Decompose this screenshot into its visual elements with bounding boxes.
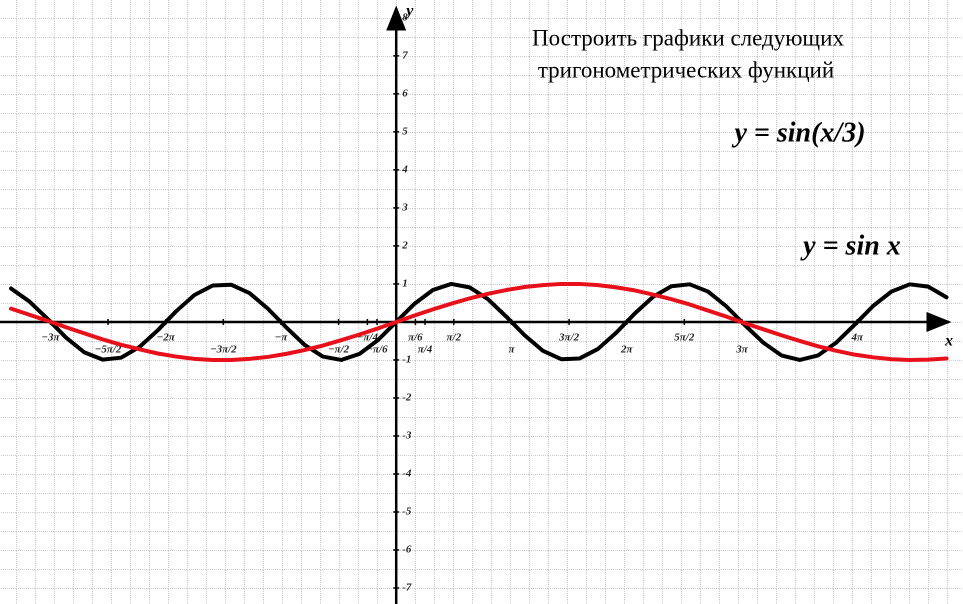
y-tick-label: 6 — [402, 87, 408, 99]
y-tick-label: 4 — [401, 163, 408, 175]
x-tick-label: −3π — [41, 331, 60, 343]
y-tick-label: -3 — [402, 430, 412, 442]
formula: y = sin(x/3) — [731, 117, 865, 148]
y-tick-label: 2 — [401, 239, 408, 251]
y-tick-label: -1 — [402, 353, 411, 365]
y-tick-label: -4 — [402, 468, 412, 480]
x-tick-label: 3π/2 — [558, 331, 580, 343]
x-tick-label: 3π — [735, 343, 749, 355]
formula: y = sin x — [800, 230, 901, 261]
x-tick-label: −3π/2 — [210, 343, 237, 355]
x-tick-label: −π/2 — [328, 343, 350, 355]
y-tick-label: 5 — [402, 125, 408, 137]
x-tick-label: −5π/2 — [95, 343, 122, 355]
x-tick-label: −π — [275, 331, 289, 343]
y-tick-label: 1 — [402, 277, 408, 289]
title-line: тригонометрических функций — [538, 57, 834, 82]
y-tick-label: -6 — [402, 544, 412, 556]
x-tick-label: π/2 — [447, 331, 462, 343]
x-tick-label: 2π — [620, 343, 634, 355]
y-tick-label: 7 — [402, 49, 408, 61]
plot: x y -7 -6 -5 -4 -3 -2 -1 1 2 3 4 5 6 7 8 −3π −5π/2 −2π −3π/2… — [0, 3, 953, 604]
x-tick-label: π/4 — [418, 343, 433, 355]
y-tick-label: -5 — [402, 506, 412, 518]
x-axis-label: x — [944, 333, 953, 350]
y-tick-label: -2 — [402, 392, 412, 404]
x-tick-label: π — [508, 343, 515, 355]
y-tick-label: 8 — [402, 11, 408, 23]
x-tick-label: π/6 — [408, 331, 423, 343]
series-line — [9, 281, 949, 362]
x-tick-label: −2π — [157, 331, 176, 343]
x-tick-label: 5π/2 — [674, 331, 695, 343]
y-tick-label: 3 — [401, 201, 408, 213]
y-tick-label: -7 — [402, 582, 412, 594]
title-line: Построить графики следующих — [532, 25, 844, 50]
y-axis-label: y — [404, 3, 414, 20]
series-line — [9, 281, 949, 362]
x-tick-label: 4π — [850, 331, 864, 343]
